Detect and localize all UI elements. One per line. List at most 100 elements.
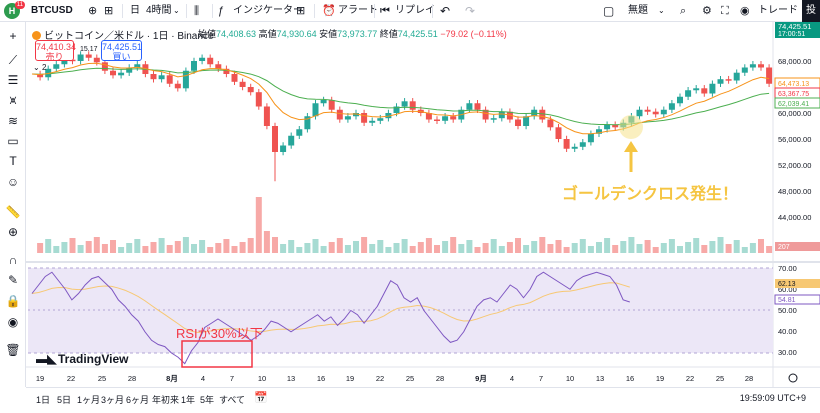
range-3m[interactable]: 3ヶ月 <box>101 395 125 405</box>
time-axis[interactable]: 19 22 25 28 8月 4 7 10 13 16 19 22 25 28 9月 4 7 10 13 16 19 22… <box>36 374 753 383</box>
sell-button[interactable]: 74,410.34 売り <box>35 40 77 62</box>
volume-bar <box>725 244 732 253</box>
candle-body <box>636 109 643 117</box>
candle-body <box>231 74 238 82</box>
volume-bar <box>442 241 449 253</box>
volume-bar <box>255 197 262 253</box>
lock-icon[interactable]: 🔒 <box>5 294 21 308</box>
camera-icon[interactable]: ◉ <box>740 5 750 17</box>
replay-button[interactable]: リプレイ <box>395 5 435 16</box>
time-tick: 22 <box>376 374 384 383</box>
range-1m[interactable]: 1ヶ月 <box>77 395 101 405</box>
drawing-toolbar: + ⟋ ☰ ⩙ ≋ ▭ T ☺ 📏 ⊕ ∩ ✎ 🔒 ◉ 🗑 <box>0 22 26 387</box>
shapes-icon[interactable]: ▭ <box>7 134 19 148</box>
volume-bar <box>425 238 432 253</box>
zoom-icon[interactable]: ⊕ <box>7 225 19 239</box>
rsi-axis[interactable]: 70.00 60.00 50.00 40.00 30.00 <box>778 264 797 357</box>
candle-body <box>425 113 432 120</box>
candle-body <box>344 116 351 120</box>
candle-body <box>498 111 505 119</box>
volume-bar <box>523 245 530 253</box>
bitcoin-icon <box>32 31 41 40</box>
text-icon[interactable]: T <box>9 154 17 168</box>
add-symbol-icon[interactable]: ⊕ <box>88 5 98 17</box>
chart-legend-title[interactable]: ビットコイン／米ドル · 1日 · Binance <box>32 27 213 42</box>
trade-button[interactable]: トレード <box>758 5 798 16</box>
indicators-button[interactable]: インジケーター <box>233 5 303 16</box>
range-1d[interactable]: 1日 <box>36 395 51 405</box>
layout-icon[interactable]: ▢ <box>603 4 615 18</box>
fullscreen-icon[interactable]: ⛶ <box>721 5 729 17</box>
pencil-lock-icon[interactable]: ✎ <box>7 273 19 287</box>
undo-icon[interactable]: ↶ <box>440 4 451 18</box>
range-5y[interactable]: 5年 <box>200 395 215 405</box>
interval-dropdown[interactable]: 4時間 <box>146 5 172 16</box>
volume-bar <box>61 242 68 253</box>
settings-icon[interactable]: ⚙ <box>702 5 712 17</box>
candle-body <box>304 116 311 130</box>
clock[interactable]: 19:59:09 UTC+9 <box>739 393 806 403</box>
golden-cross-annotation: ゴールデンクロス発生！ <box>562 186 739 203</box>
range-6m[interactable]: 6ヶ月 <box>126 395 150 405</box>
emoji-icon[interactable]: ☺ <box>6 175 20 189</box>
time-tick: 4 <box>510 374 514 383</box>
candle-body <box>474 103 481 110</box>
range-5d[interactable]: 5日 <box>57 395 72 405</box>
layout-name[interactable]: 無題 <box>628 5 648 16</box>
search-icon[interactable]: ⌕ <box>680 5 687 17</box>
volume-bar <box>312 239 319 253</box>
buy-button[interactable]: 74,425.51 買い <box>101 40 143 62</box>
quantity-toggle[interactable]: ⌄ 2 <box>33 63 47 72</box>
volume-bar <box>709 241 716 253</box>
chevron-down-icon[interactable]: ⌄ <box>173 6 180 15</box>
volume-bar <box>563 247 570 253</box>
alert-icon[interactable]: ⏰ <box>322 5 336 17</box>
pattern-icon[interactable]: ⩙ <box>9 93 17 107</box>
chart-type-icon[interactable]: ⫼ <box>194 5 200 17</box>
trash-icon[interactable]: 🗑 <box>5 343 21 357</box>
indicators-icon[interactable]: ƒ <box>218 5 225 17</box>
symbol-search[interactable]: BTCUSD <box>31 5 73 16</box>
rsi-tick: 30.00 <box>778 348 797 357</box>
horizontal-lines-icon[interactable]: ☰ <box>7 73 19 87</box>
eye-icon[interactable]: ◉ <box>7 315 19 329</box>
time-tick: 22 <box>686 374 694 383</box>
range-1y[interactable]: 1年 <box>181 395 196 405</box>
date-range-icon[interactable]: 📅 <box>254 392 268 404</box>
alert-button[interactable]: アラート <box>338 5 378 16</box>
volume-bar <box>620 241 627 253</box>
fib-icon[interactable]: ≋ <box>7 114 19 128</box>
chevron-down-icon[interactable]: ⌄ <box>658 6 665 15</box>
volume-bar <box>344 245 351 253</box>
rsi-value-tag <box>774 294 820 305</box>
range-ytd[interactable]: 年初来 <box>152 395 180 405</box>
publish-button[interactable]: 投 <box>802 0 820 22</box>
compare-icon[interactable]: ⊞ <box>104 5 114 17</box>
ruler-icon[interactable]: 📏 <box>5 205 21 219</box>
volume-bar <box>717 237 724 253</box>
interval-button[interactable]: 日 <box>130 5 140 16</box>
volume-bar <box>660 243 667 253</box>
candle-body <box>110 70 116 76</box>
time-axis-settings-icon[interactable] <box>788 373 798 383</box>
candle-body <box>174 83 181 89</box>
crosshair-icon[interactable]: + <box>9 29 17 43</box>
templates-icon[interactable]: ⊞ <box>296 5 306 17</box>
volume-bar <box>555 240 562 253</box>
time-tick: 13 <box>287 374 295 383</box>
replay-icon[interactable]: ⏮ <box>380 5 390 17</box>
candle-body <box>442 116 449 121</box>
candle-body <box>369 120 376 123</box>
volume-bar <box>199 240 206 253</box>
range-all[interactable]: すべて <box>219 395 246 405</box>
notification-badge: 11 <box>15 1 25 9</box>
magnet-icon[interactable]: ∩ <box>8 253 18 267</box>
trend-line-icon[interactable]: ⟋ <box>8 53 18 67</box>
volume-bar <box>579 239 586 253</box>
tradingview-logo[interactable]: ▬◣ TradingView <box>36 351 129 366</box>
volume-bar <box>296 247 303 253</box>
redo-icon[interactable]: ↷ <box>465 4 476 18</box>
volume-bar <box>182 237 189 253</box>
candle-body <box>766 67 773 84</box>
